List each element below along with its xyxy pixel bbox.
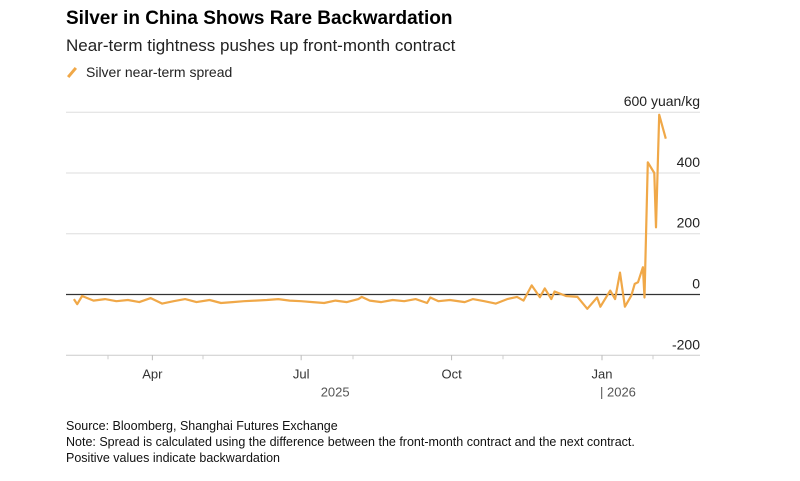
x-tick-label: Jan <box>592 366 613 381</box>
y-tick-label: -200 <box>672 336 700 352</box>
plot-area: 600 yuan/kg 400 200 0 -200 Apr Jul Oct Jan 2025 | … <box>66 93 701 399</box>
x-year-label: | 2026 <box>600 384 636 399</box>
series-line <box>72 113 667 310</box>
x-tick-label: Apr <box>142 366 163 381</box>
y-tick-label: 0 <box>692 276 700 292</box>
x-tick-label: Oct <box>441 366 462 381</box>
backwardation-note: Positive values indicate backwardation <box>66 451 281 465</box>
x-year-label: 2025 <box>321 384 350 399</box>
y-tick-label: 600 yuan/kg <box>624 93 700 109</box>
legend: Silver near-term spread <box>66 64 232 80</box>
spread-note: Note: Spread is calculated using the dif… <box>66 435 635 449</box>
chart-subtitle: Near-term tightness pushes up front-mont… <box>66 36 456 55</box>
legend-label: Silver near-term spread <box>86 64 233 80</box>
y-tick-label: 200 <box>677 215 701 231</box>
notes: Source: Bloomberg, Shanghai Futures Exch… <box>66 418 635 466</box>
x-tick-label: Jul <box>293 366 310 381</box>
y-tick-label: 400 <box>677 154 701 170</box>
chart-title: Silver in China Shows Rare Backwardation <box>66 8 453 29</box>
source-note: Source: Bloomberg, Shanghai Futures Exch… <box>66 419 338 433</box>
